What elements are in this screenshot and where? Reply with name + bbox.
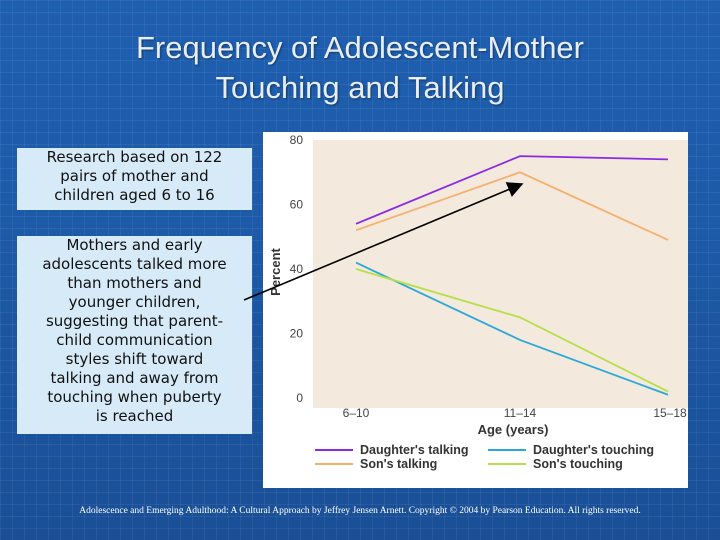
research-line-1: Research based on 122	[46, 148, 223, 166]
legend-label: Son's talking	[360, 457, 437, 471]
findings-line-1: Mothers and early	[66, 236, 203, 254]
y-tick-label: 20	[290, 327, 304, 341]
title-line-2: Touching and Talking	[215, 70, 505, 105]
legend-label: Son's touching	[533, 457, 623, 471]
findings-line-6: child communication	[56, 331, 213, 349]
findings-line-7: styles shift toward	[65, 350, 204, 368]
title-line-1: Frequency of Adolescent-Mother	[135, 30, 585, 65]
x-tick-label: 6–10	[343, 406, 370, 420]
findings-line-10: is reached	[95, 407, 174, 425]
research-info-box: Research based on 122 pairs of mother an…	[17, 148, 252, 210]
findings-line-5: suggesting that parent-	[45, 312, 224, 330]
x-tick-label: 11–14	[504, 406, 537, 420]
research-line-2: pairs of mother and	[60, 167, 209, 185]
research-line-3: children aged 6 to 16	[54, 186, 215, 204]
y-axis-title: Percent	[268, 247, 283, 295]
plot-area	[313, 140, 688, 408]
y-tick-label: 60	[290, 198, 304, 212]
line-chart: 0 20 40 60 80 6–10 11–14 15–18 Percent Age (ye…	[268, 133, 688, 471]
x-axis-title: Age (years)	[478, 422, 549, 437]
findings-line-2: adolescents talked more	[42, 255, 227, 273]
y-tick-label: 40	[290, 262, 304, 276]
legend-label: Daughter's touching	[533, 443, 654, 457]
legend-label: Daughter's talking	[360, 443, 469, 457]
y-tick-label: 80	[290, 133, 304, 147]
findings-line-9: touching when puberty	[47, 388, 222, 406]
y-tick-label: 0	[296, 391, 303, 405]
slide-title: Frequency of Adolescent-Mother Touching …	[0, 28, 720, 108]
footer-copyright: Adolescence and Emerging Adulthood: A Cu…	[79, 506, 641, 516]
x-tick-label: 15–18	[653, 406, 687, 420]
chart-panel: 0 20 40 60 80 6–10 11–14 15–18 Percent Age (ye…	[263, 132, 688, 488]
findings-line-3: than mothers and	[67, 274, 202, 292]
findings-box: Mothers and early adolescents talked mor…	[17, 236, 252, 434]
findings-line-4: younger children,	[68, 293, 201, 311]
findings-line-8: talking and away from	[50, 369, 219, 387]
